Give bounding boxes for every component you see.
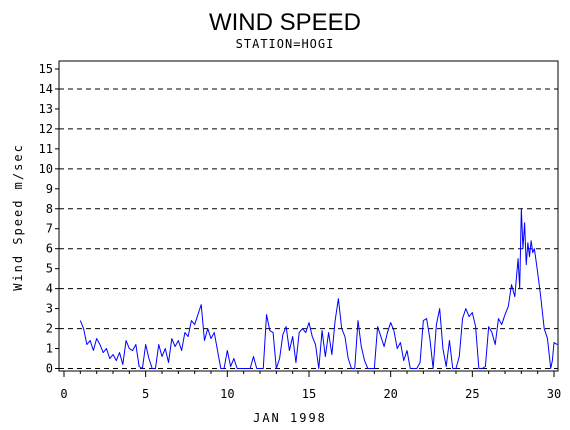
- chart-subtitle: STATION=HOGI: [236, 37, 335, 51]
- y-tick-label: 6: [46, 242, 53, 256]
- x-tick-label: 25: [465, 387, 479, 401]
- x-tick-label: 20: [383, 387, 397, 401]
- y-tick-label: 9: [46, 182, 53, 196]
- x-tick-label: 0: [60, 387, 67, 401]
- y-tick-label: 8: [46, 202, 53, 216]
- y-axis-label: Wind Speed m/sec: [11, 143, 25, 291]
- y-tick-label: 14: [39, 82, 53, 96]
- y-tick-label: 11: [39, 142, 53, 156]
- x-axis: 0 5 10 15 20 25 30: [60, 371, 561, 401]
- y-tick-label: 2: [46, 322, 53, 336]
- y-tick-label: 15: [39, 62, 53, 76]
- y-tick-label: 7: [46, 222, 53, 236]
- series-line-0: [79, 208, 558, 369]
- y-tick-label: 5: [46, 262, 53, 276]
- x-tick-label: 30: [547, 387, 561, 401]
- y-tick-label: 13: [39, 102, 53, 116]
- y-tick-label: 3: [46, 302, 53, 316]
- x-axis-label: JAN 1998: [253, 411, 327, 425]
- x-tick-label: 5: [142, 387, 149, 401]
- series-layer: [79, 208, 558, 369]
- x-tick-label: 15: [302, 387, 316, 401]
- y-tick-label: 0: [46, 362, 53, 376]
- gridlines: [59, 88, 558, 369]
- x-tick-label: 10: [220, 387, 234, 401]
- y-tick-label: 1: [46, 342, 53, 356]
- y-tick-label: 12: [39, 122, 53, 136]
- y-tick-label: 10: [39, 162, 53, 176]
- chart-title: WIND SPEED: [209, 9, 361, 36]
- y-tick-label: 4: [46, 282, 53, 296]
